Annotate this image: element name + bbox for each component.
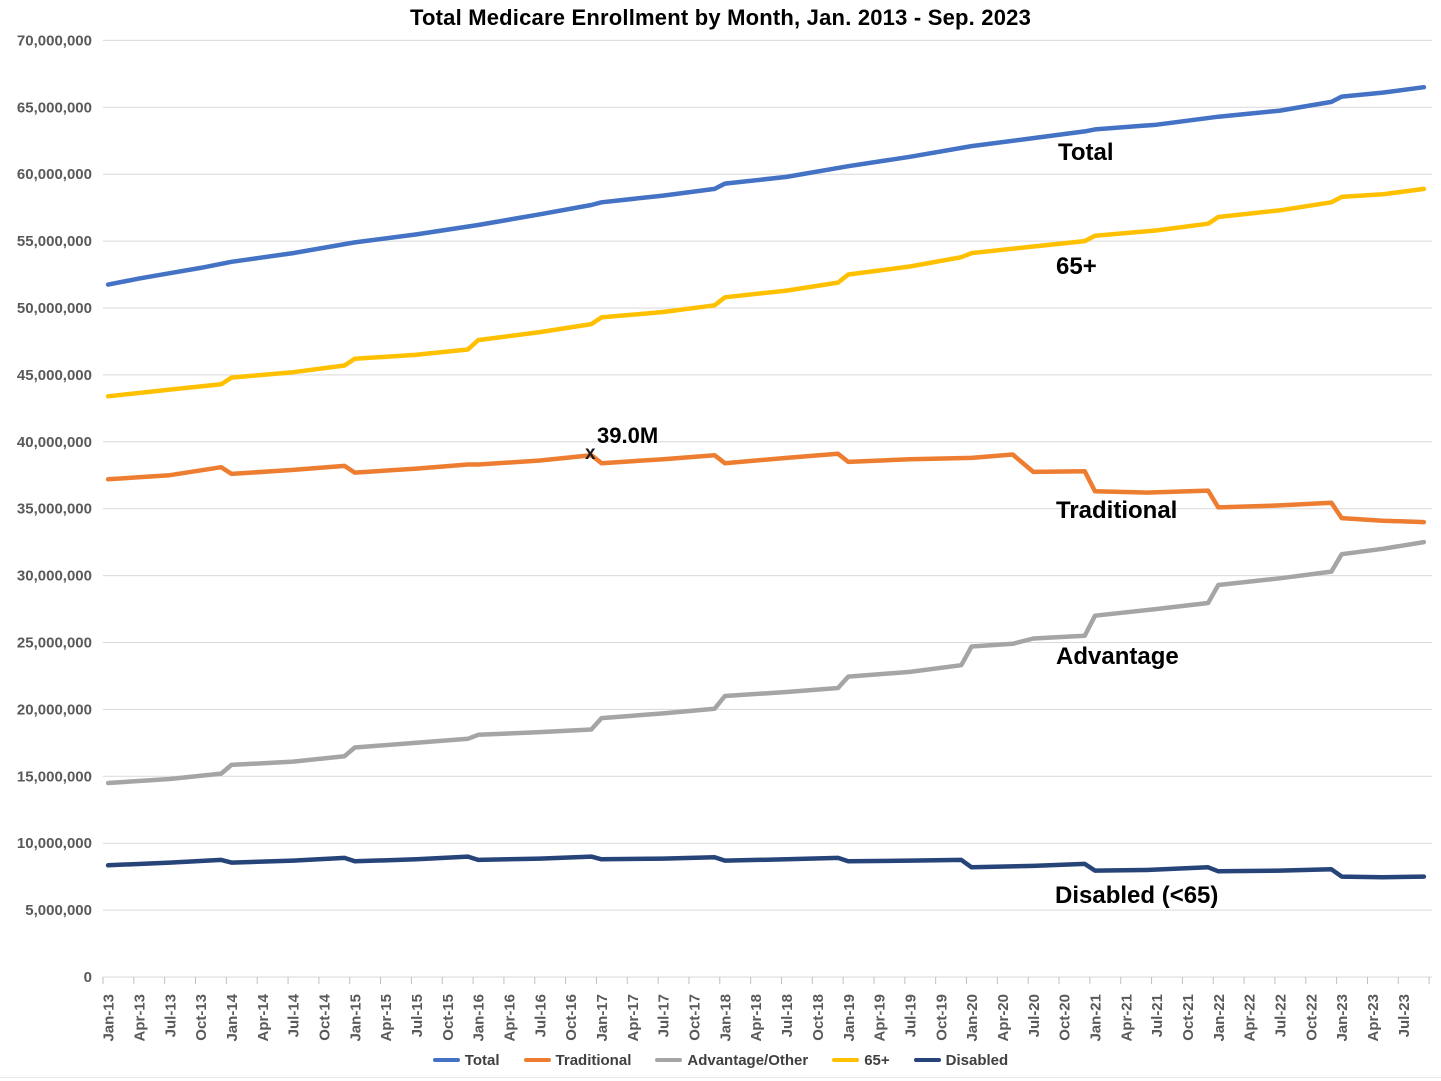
chart-legend: Total Traditional Advantage/Other 65+ Disabl… [0, 1049, 1441, 1071]
y-axis-tick-label: 35,000,000 [17, 501, 92, 518]
x-axis-tick-label: Oct-13 [193, 994, 210, 1041]
x-axis-tick-label: Oct-20 [1057, 994, 1074, 1041]
x-axis-tick-label: Apr-16 [502, 994, 519, 1042]
x-axis-tick-label: Jan-14 [224, 993, 241, 1041]
x-axis-tick-label: Oct-16 [563, 994, 580, 1041]
x-axis-tick-label: Oct-18 [810, 994, 827, 1041]
chart-title: Total Medicare Enrollment by Month, Jan.… [409, 5, 1032, 30]
annotation-x-marker: x [585, 443, 596, 464]
x-axis-tick-label: Apr-15 [378, 994, 395, 1042]
y-axis-tick-label: 60,000,000 [17, 166, 92, 183]
legend-label: Advantage/Other [687, 1051, 809, 1069]
x-axis-tick-label: Apr-21 [1118, 994, 1135, 1042]
legend-swatch [523, 1057, 551, 1063]
x-axis-tick-label: Jul-20 [1026, 994, 1043, 1037]
x-axis-tick-label: Apr-23 [1365, 994, 1382, 1042]
bottom-divider [0, 1077, 1441, 1078]
legend-item-advantage-other: Advantage/Other [655, 1052, 808, 1069]
x-axis-tick-label: Oct-21 [1180, 994, 1197, 1041]
legend-label: Traditional [555, 1051, 632, 1069]
series-line-65- [105, 186, 1427, 399]
x-axis-tick-label: Jan-19 [841, 994, 858, 1042]
legend-swatch [832, 1057, 860, 1063]
series-line-total [105, 84, 1427, 287]
legend-item-65-: 65+ [832, 1051, 890, 1069]
y-axis-tick-label: 70,000,000 [17, 32, 92, 49]
x-axis-tick-label: Jul-22 [1273, 994, 1290, 1037]
x-axis-tick-label: Jul-15 [409, 994, 426, 1037]
legend-swatch [913, 1057, 941, 1063]
x-axis-tick-label: Oct-14 [316, 993, 333, 1040]
y-axis-tick-label: 20,000,000 [17, 701, 92, 718]
series-label-traditional: Traditional [1056, 497, 1178, 524]
x-axis-tick-label: Apr-18 [748, 994, 765, 1042]
x-axis-tick-label: Jul-18 [779, 994, 796, 1037]
x-axis-tick-label: Jul-21 [1149, 994, 1166, 1037]
x-axis-tick-label: Jan-21 [1087, 994, 1104, 1042]
x-axis-tick-label: Jan-20 [964, 994, 981, 1042]
x-axis-tick-label: Jan-22 [1211, 994, 1228, 1042]
y-axis-tick-label: 0 [84, 969, 92, 986]
series-label-total: Total [1058, 139, 1114, 166]
x-axis-tick-label: Jan-18 [717, 994, 734, 1042]
x-axis-tick-label: Jul-14 [286, 993, 303, 1037]
y-axis-tick-label: 65,000,000 [17, 99, 92, 116]
x-axis-tick-label: Jul-23 [1396, 994, 1413, 1037]
x-axis-tick-label: Apr-17 [625, 994, 642, 1042]
x-axis-tick-label: Jan-23 [1334, 994, 1351, 1042]
x-axis-tick-label: Jul-17 [656, 994, 673, 1037]
x-axis-tick-label: Oct-15 [440, 994, 457, 1041]
legend-item-traditional: Traditional [523, 1051, 632, 1069]
x-axis-tick-label: Apr-19 [872, 994, 889, 1042]
x-axis-tick-label: Apr-22 [1242, 994, 1259, 1042]
legend-label: Total [464, 1051, 500, 1069]
y-axis-tick-label: 40,000,000 [17, 434, 92, 451]
legend-swatch [655, 1057, 683, 1063]
x-axis-tick-label: Apr-20 [995, 994, 1012, 1042]
y-axis-tick-label: 55,000,000 [17, 233, 92, 250]
series-label-advantage: Advantage [1056, 643, 1179, 670]
legend-label: 65+ [864, 1051, 890, 1069]
x-axis-tick-label: Oct-17 [687, 994, 704, 1041]
y-axis-tick-label: 10,000,000 [17, 835, 92, 852]
x-axis-tick-label: Apr-13 [131, 994, 148, 1042]
x-axis-tick-label: Oct-19 [933, 994, 950, 1041]
y-axis-tick-label: 45,000,000 [17, 367, 92, 384]
legend-swatch [432, 1057, 460, 1063]
series-line-traditional [105, 451, 1427, 525]
series-line-advantage-other [105, 539, 1427, 786]
annotation-value-label: 39.0M [597, 423, 659, 448]
series-label-disabled: Disabled (<65) [1055, 882, 1219, 909]
legend-item-disabled: Disabled [913, 1051, 1009, 1069]
y-axis-tick-label: 25,000,000 [17, 635, 92, 652]
x-axis-tick-label: Jan-17 [594, 994, 611, 1042]
y-axis-tick-label: 5,000,000 [25, 902, 92, 919]
x-axis-tick-label: Jan-15 [347, 994, 364, 1042]
x-axis-tick-label: Jul-19 [902, 994, 919, 1037]
y-axis-tick-label: 15,000,000 [17, 768, 92, 785]
x-axis-tick-label: Jan-13 [101, 994, 118, 1042]
x-axis-tick-label: Oct-22 [1303, 994, 1320, 1041]
x-axis-tick-label: Jul-13 [162, 994, 179, 1037]
x-axis-tick-label: Jan-16 [471, 994, 488, 1042]
x-axis-tick-label: Apr-14 [255, 993, 272, 1041]
series-line-disabled [105, 854, 1427, 880]
y-axis-tick-label: 50,000,000 [17, 300, 92, 317]
x-axis-tick-label: Jul-16 [532, 994, 549, 1037]
legend-item-total: Total [432, 1051, 500, 1069]
y-axis-tick-label: 30,000,000 [17, 568, 92, 585]
legend-label: Disabled [945, 1051, 1009, 1069]
series-label-65plus: 65+ [1056, 253, 1097, 280]
